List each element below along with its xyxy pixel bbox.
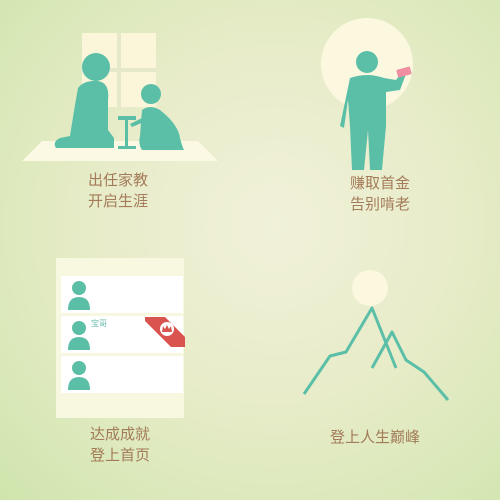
list-item <box>61 276 183 313</box>
caption-line: 登上首页 <box>89 446 150 464</box>
student-figure-icon <box>130 84 184 150</box>
avatar <box>68 321 90 350</box>
caption-achievement: 达成成就 登上首页 <box>40 424 200 466</box>
caption-first-money: 赚取首金 告别啃老 <box>300 173 460 215</box>
man-with-money-icon <box>321 18 413 170</box>
caption-line: 登上人生巅峰 <box>329 428 420 446</box>
sun-icon <box>352 270 388 306</box>
list-item-name: 宝哥 <box>91 319 107 328</box>
caption-line: 告别啃老 <box>349 195 410 213</box>
list-item <box>61 356 183 393</box>
teacher-figure-icon <box>54 53 136 149</box>
avatar <box>68 281 90 310</box>
avatar <box>68 361 90 390</box>
achievement-list-card: 宝哥 <box>56 258 184 418</box>
caption-line: 出任家教 <box>87 171 148 189</box>
mountain-icon <box>302 270 450 401</box>
caption-tutoring: 出任家教 开启生涯 <box>38 170 198 212</box>
caption-line: 达成成就 <box>89 425 150 443</box>
caption-line: 开启生涯 <box>87 192 148 210</box>
caption-line: 赚取首金 <box>349 174 410 192</box>
crown-icon <box>145 317 185 347</box>
caption-peak: 登上人生巅峰 <box>295 427 455 448</box>
